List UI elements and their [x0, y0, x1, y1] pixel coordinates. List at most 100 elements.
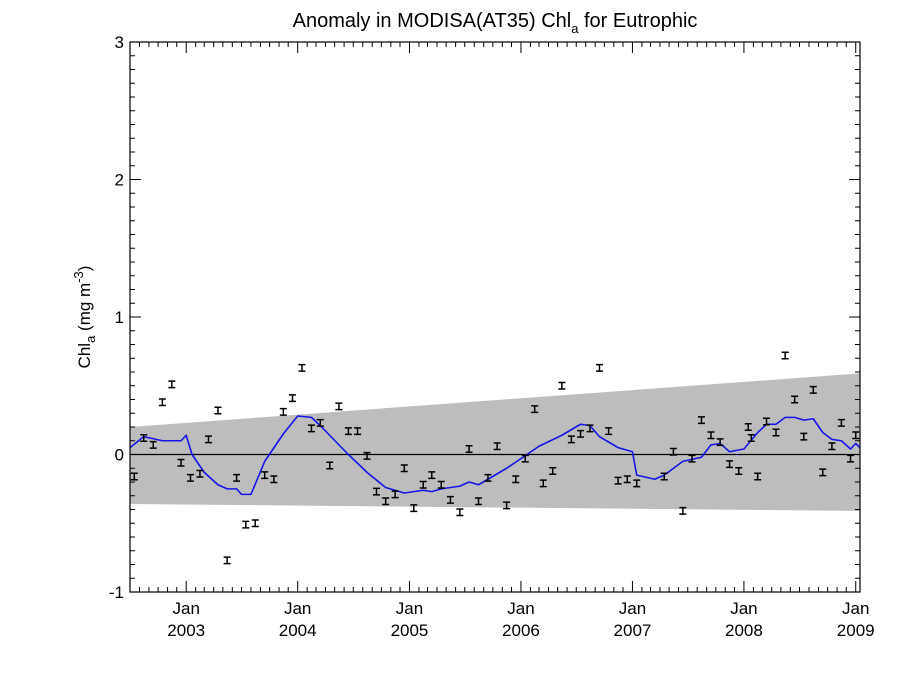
anomaly-errorbar [288, 394, 296, 403]
anomaly-point-32 [428, 471, 436, 480]
anomaly-errorbar [828, 442, 836, 451]
anomaly-errorbar [679, 506, 687, 515]
anomaly-point-6 [186, 473, 194, 482]
y-tick-label: 0 [115, 446, 124, 465]
anomaly-point-21 [326, 461, 334, 470]
anomaly-errorbar [669, 447, 677, 456]
anomaly-errorbar [214, 406, 222, 415]
anomaly-point-18 [298, 363, 306, 372]
anomaly-point-41 [512, 475, 520, 484]
anomaly-point-19 [307, 424, 315, 433]
anomaly-point-75 [837, 418, 845, 427]
anomaly-errorbar [204, 435, 212, 444]
anomaly-point-30 [410, 504, 418, 513]
anomaly-point-37 [475, 497, 483, 506]
anomaly-errorbar [781, 351, 789, 360]
anomaly-errorbar [242, 520, 250, 529]
anomaly-errorbar [363, 451, 371, 460]
y-tick-label: 1 [115, 308, 124, 327]
y-axis-label: Chla (mg m-3) [71, 266, 98, 369]
anomaly-errorbar [595, 363, 603, 372]
anomaly-errorbar [549, 467, 557, 475]
anomaly-errorbar [298, 363, 306, 372]
anomaly-errorbar [270, 475, 278, 484]
anomaly-point-54 [633, 479, 641, 488]
anomaly-errorbar [279, 407, 287, 416]
anomaly-errorbar [697, 416, 705, 425]
anomaly-errorbar [307, 424, 315, 433]
anomaly-errorbar [326, 461, 334, 470]
anomaly-point-58 [688, 454, 696, 463]
anomaly-errorbar [852, 431, 860, 440]
y-tick-label: -1 [109, 583, 124, 602]
x-tick-label-year: 2005 [391, 621, 429, 640]
anomaly-point-76 [847, 454, 855, 463]
anomaly-point-42 [521, 454, 529, 463]
anomaly-errorbar [186, 473, 194, 482]
anomaly-point-5 [177, 458, 185, 467]
anomaly-point-34 [446, 495, 454, 504]
anomaly-errorbar [400, 464, 408, 473]
chart-title: Anomaly in MODISA(AT35) Chla for Eutroph… [293, 10, 698, 36]
anomaly-point-15 [270, 475, 278, 484]
anomaly-errorbar [763, 417, 771, 426]
anomaly-point-66 [754, 472, 762, 481]
uncertainty-band-layer [130, 373, 860, 511]
anomaly-point-73 [819, 468, 827, 477]
anomaly-errorbar [539, 479, 547, 488]
anomaly-points-layer [130, 351, 860, 565]
anomaly-point-29 [400, 464, 408, 473]
anomaly-errorbar [623, 475, 631, 484]
anomaly-errorbar [744, 423, 752, 431]
anomaly-errorbar [586, 424, 594, 433]
anomaly-errorbar [493, 442, 501, 451]
anomaly-point-39 [493, 442, 501, 451]
anomaly-errorbar [791, 395, 799, 404]
anomaly-point-2 [149, 440, 157, 449]
anomaly-errorbar [633, 479, 641, 488]
anomaly-point-10 [223, 556, 231, 565]
anomaly-errorbar [837, 418, 845, 427]
anomaly-point-13 [251, 519, 259, 528]
anomaly-errorbar [772, 428, 780, 437]
x-tick-label-month: Jan [284, 599, 311, 618]
anomaly-errorbar [177, 458, 185, 467]
anomaly-errorbar [456, 508, 464, 517]
anomaly-point-61 [716, 438, 724, 447]
anomaly-point-7 [196, 469, 204, 478]
x-tick-label-month: Jan [172, 599, 199, 618]
anomaly-point-60 [707, 431, 715, 440]
anomaly-point-65 [747, 434, 755, 442]
anomaly-errorbar [847, 454, 855, 463]
anomaly-point-52 [614, 476, 622, 485]
anomaly-point-23 [344, 427, 352, 436]
anomaly-point-38 [484, 473, 492, 482]
anomaly-point-33 [437, 480, 445, 489]
x-tick-label-year: 2003 [167, 621, 205, 640]
anomaly-point-1 [140, 434, 148, 442]
anomaly-point-14 [261, 471, 269, 480]
anomaly-errorbar [223, 556, 231, 565]
anomaly-errorbar [428, 471, 436, 480]
anomaly-errorbar [149, 440, 157, 449]
anomaly-point-26 [372, 487, 380, 496]
anomaly-errorbar [382, 497, 390, 506]
anomaly-point-49 [586, 424, 594, 433]
anomaly-errorbar [614, 476, 622, 485]
anomaly-point-59 [697, 416, 705, 425]
anomaly-point-46 [558, 381, 566, 390]
anomaly-point-48 [577, 429, 585, 438]
anomaly-errorbar [605, 427, 613, 436]
anomaly-errorbar [577, 429, 585, 438]
x-tick-label-year: 2009 [837, 621, 875, 640]
anomaly-point-16 [279, 407, 287, 416]
anomaly-point-64 [744, 423, 752, 431]
anomaly-point-27 [382, 497, 390, 506]
anomaly-point-56 [669, 447, 677, 456]
anomaly-point-3 [158, 398, 166, 407]
anomaly-errorbar [531, 405, 539, 414]
anomaly-point-53 [623, 475, 631, 484]
anomaly-errorbar [233, 473, 241, 482]
anomaly-errorbar [158, 398, 166, 407]
anomaly-errorbar [372, 487, 380, 496]
